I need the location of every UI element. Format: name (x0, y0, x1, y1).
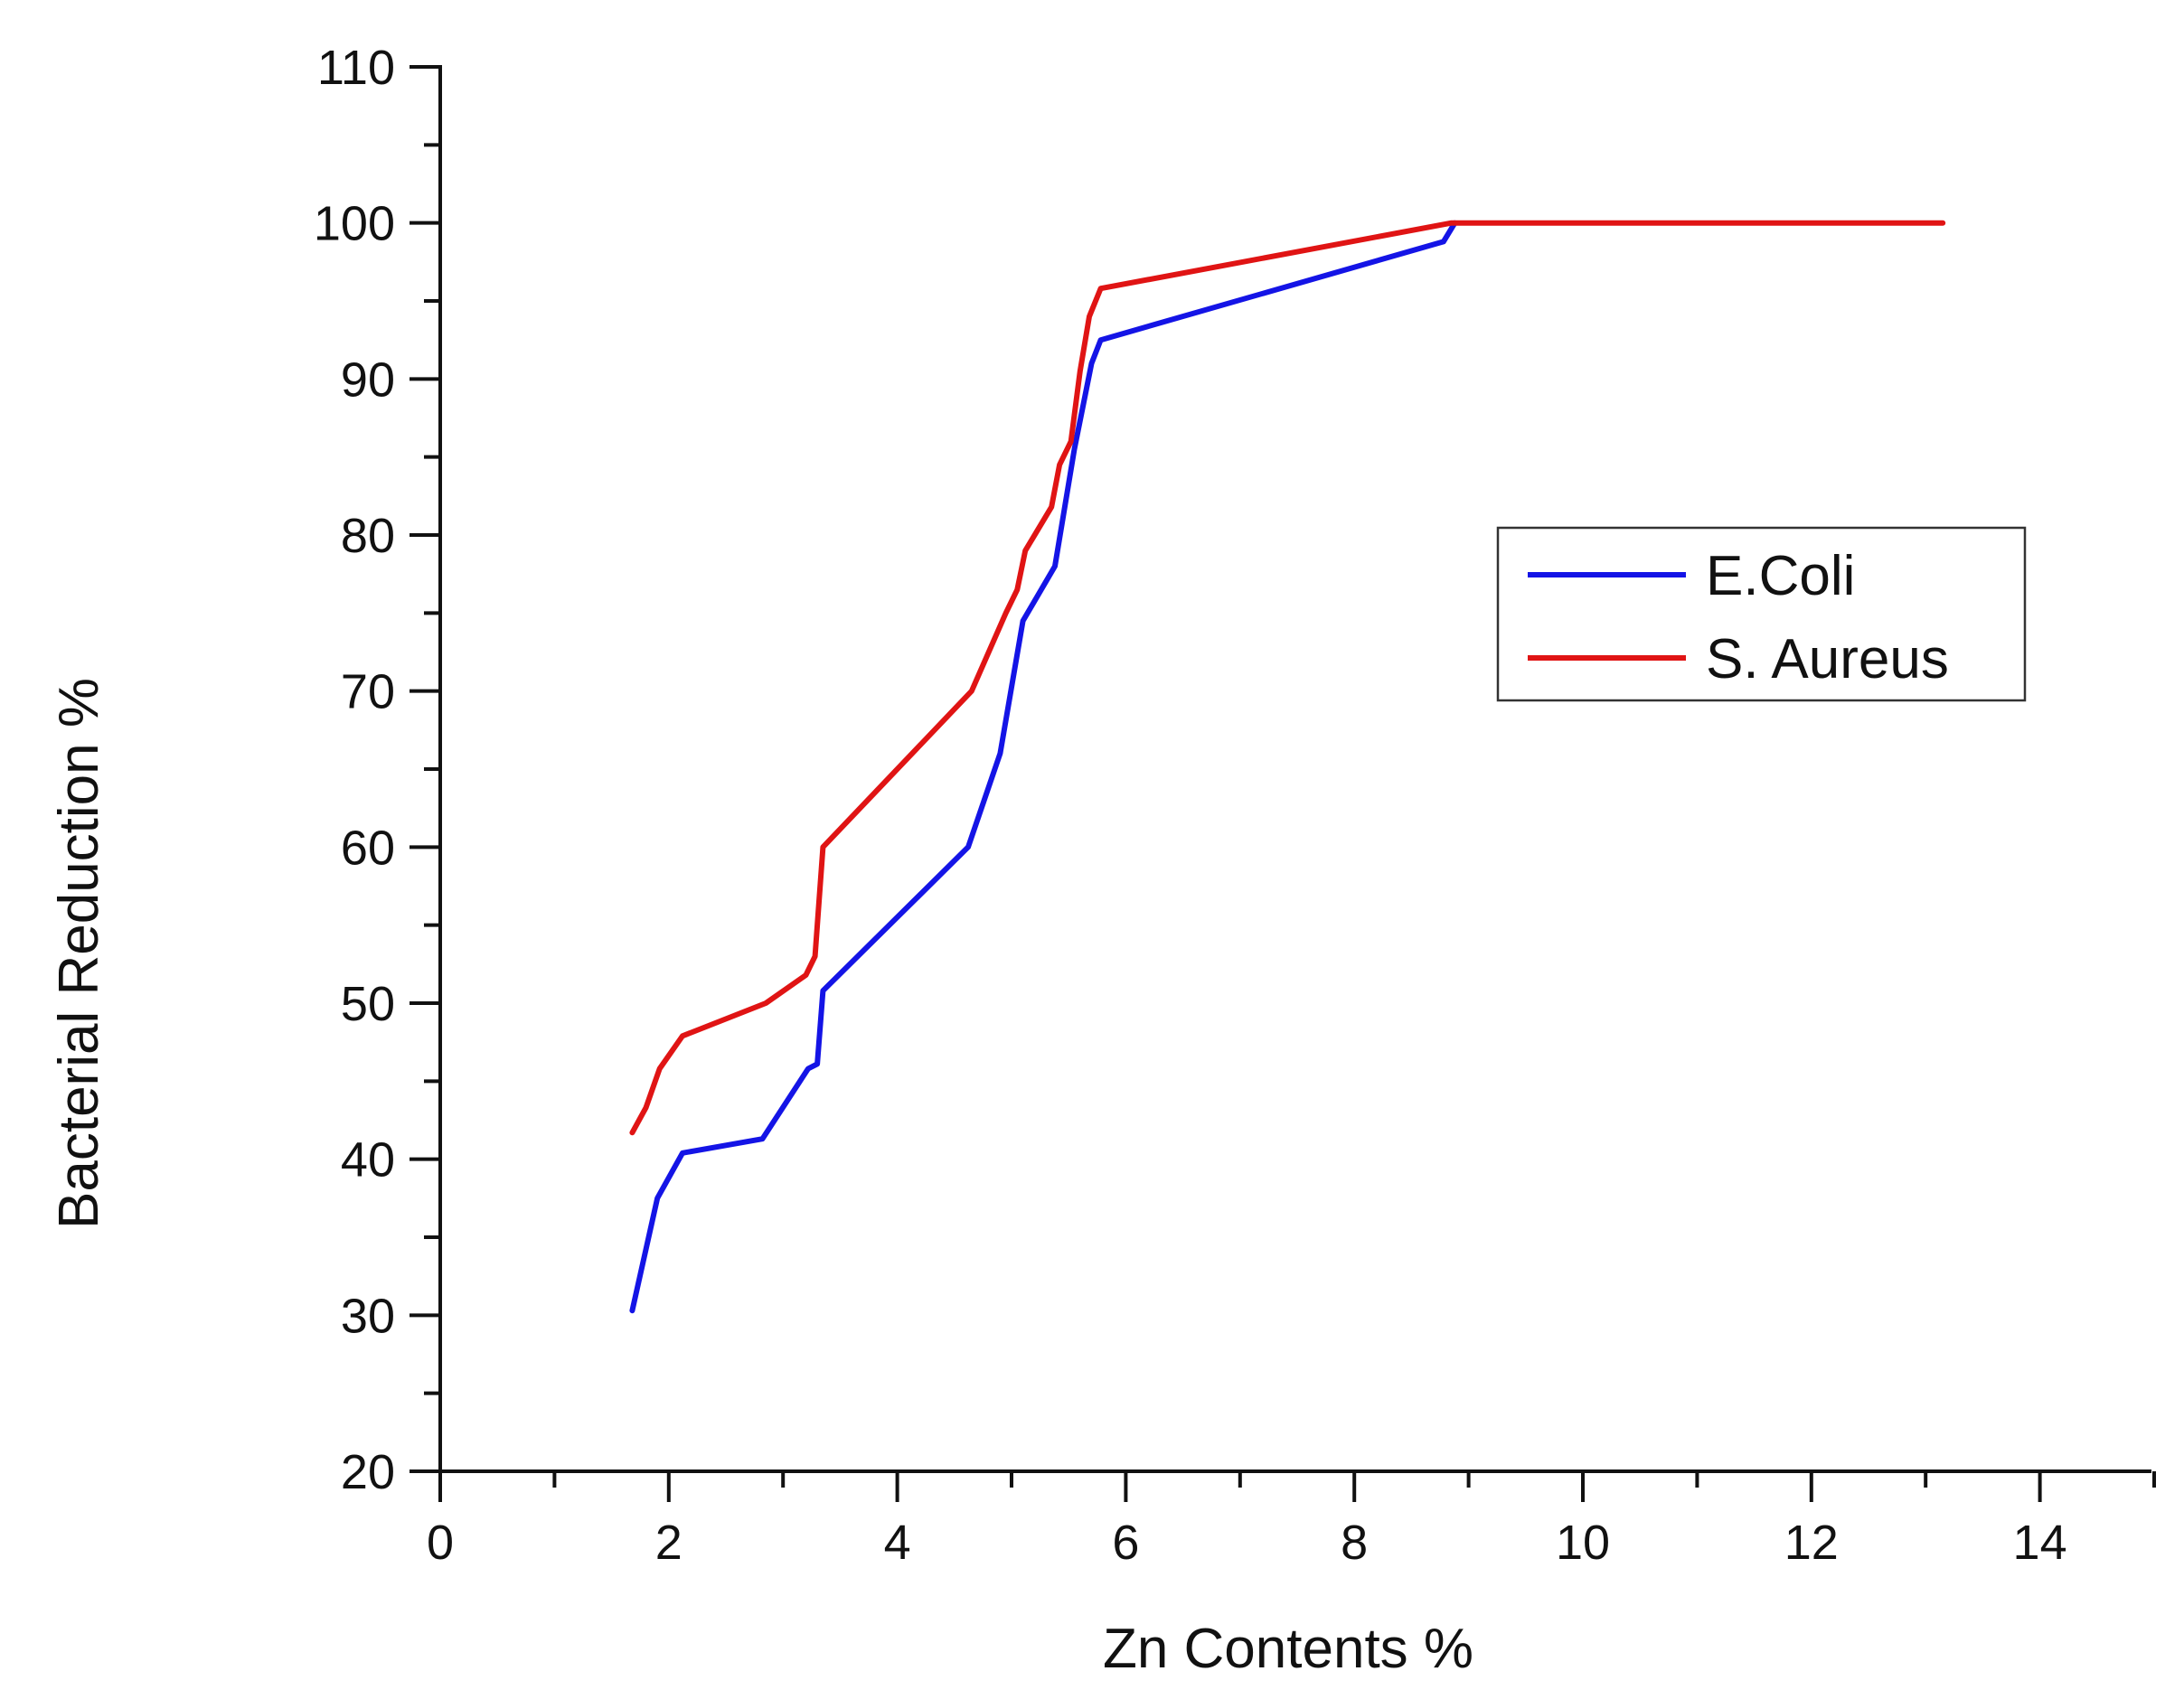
x-tick-label: 10 (1556, 1516, 1610, 1570)
y-tick-label: 60 (341, 821, 395, 875)
legend: E.Coli S. Aureus (1496, 526, 2027, 702)
x-tick-label: 8 (1341, 1516, 1368, 1570)
axes (438, 65, 2151, 1473)
y-tick-label: 100 (314, 197, 395, 251)
x-tick-label: 2 (655, 1516, 682, 1570)
y-tick-label: 110 (317, 41, 395, 95)
x-tick-label: 12 (1784, 1516, 1839, 1570)
y-tick-label: 80 (341, 509, 395, 563)
y-tick-label: 90 (341, 352, 395, 407)
y-axis-title: Bacterial Reduction % (48, 678, 110, 1229)
x-axis-title: Zn Contents % (1103, 1618, 1473, 1680)
y-tick-label: 40 (341, 1133, 395, 1188)
x-tick-label: 0 (427, 1516, 454, 1570)
legend-label-s-aureus: S. Aureus (1706, 628, 1949, 690)
series-layer (629, 220, 1946, 1314)
x-tick-label: 6 (1112, 1516, 1139, 1570)
series-line-s-aureus (629, 220, 1946, 1136)
x-tick-label: 14 (2013, 1516, 2067, 1570)
legend-label-e-coli: E.Coli (1706, 545, 1855, 607)
x-tick-label: 4 (884, 1516, 911, 1570)
y-tick-label: 30 (341, 1289, 395, 1343)
y-tick-label: 70 (341, 665, 395, 719)
y-tick-label: 50 (341, 977, 395, 1031)
legend-box (1496, 526, 2027, 702)
ticks: 20 30 40 50 60 70 80 90 100 110 0 2 4 6 8 10 12 14 (314, 41, 2156, 1570)
y-tick-label: 20 (341, 1445, 395, 1499)
series-line-e-coli (629, 220, 1458, 1314)
